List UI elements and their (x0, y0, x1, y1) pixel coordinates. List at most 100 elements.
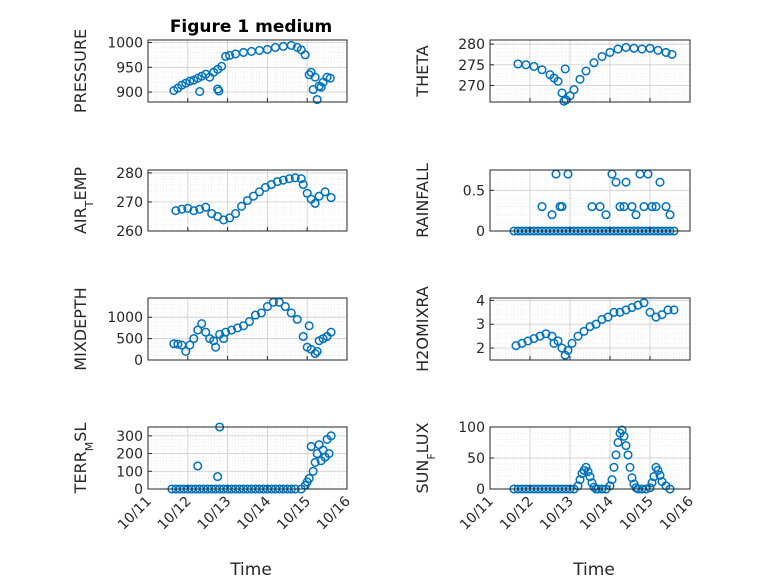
data-point (286, 308, 296, 318)
data-point (595, 202, 605, 212)
data-point (549, 338, 559, 348)
panel-pressure: 900 950 1000 PRESSURE (71, 29, 348, 113)
data-point (236, 201, 247, 211)
panel-theta: 270 275 280 THETA (413, 37, 691, 106)
data-point (254, 187, 264, 197)
x-tick-label: 10/14 (577, 493, 617, 533)
data-point (607, 475, 617, 485)
data-point (316, 82, 326, 92)
data-point (581, 66, 591, 76)
data-point (621, 177, 631, 187)
data-point (225, 213, 235, 223)
y-tick-label: 200 (116, 447, 143, 463)
data-point (585, 472, 595, 482)
data-point (320, 187, 330, 197)
y-tick-label: 280 (458, 37, 485, 53)
y-tick-label: 0 (476, 482, 485, 498)
data-point (300, 50, 310, 60)
y-axis-label: PRESSURE (71, 29, 90, 113)
data-point (647, 202, 657, 212)
data-point (560, 350, 570, 360)
y-axis-label: RAINFALL (413, 163, 432, 238)
x-tick-label: 10/14 (234, 493, 274, 533)
data-point (227, 325, 237, 335)
series-air_temp (171, 173, 336, 225)
data-point (286, 40, 296, 51)
series-theta (513, 42, 677, 106)
y-axis-label: H2OMIXRA (413, 286, 432, 372)
data-point (597, 51, 607, 62)
x-tick-label: 10/11 (457, 494, 497, 534)
data-point (201, 202, 211, 212)
data-point (177, 204, 187, 214)
data-point (310, 198, 320, 208)
x-axis-label-left: Time (229, 560, 272, 580)
series-mixdepth (169, 297, 336, 359)
data-point (185, 76, 195, 86)
data-point (631, 210, 641, 220)
data-point (573, 481, 583, 491)
x-tick-label: 10/15 (617, 494, 657, 534)
axes-box (147, 169, 348, 232)
data-point (653, 465, 663, 475)
data-point (573, 331, 583, 341)
data-point (617, 425, 627, 435)
data-point (645, 307, 655, 317)
axes-box (147, 39, 348, 103)
data-point (649, 472, 659, 482)
y-tick-label: 275 (458, 58, 485, 74)
data-point (663, 305, 673, 315)
data-point (221, 51, 231, 61)
data-point (231, 209, 241, 219)
data-point (272, 177, 282, 187)
data-point (280, 302, 290, 312)
data-point (587, 478, 597, 488)
data-point (326, 327, 336, 337)
y-tick-label: 300 (116, 429, 143, 445)
x-tick-label: 10/13 (537, 494, 577, 534)
data-point (278, 175, 288, 185)
data-point (613, 437, 623, 448)
x-tick-label: 10/12 (155, 494, 195, 534)
data-point (529, 61, 539, 72)
y-tick-label: 4 (476, 293, 485, 309)
y-tick-label: 0 (134, 353, 143, 369)
data-point (569, 85, 579, 95)
data-point (262, 302, 272, 312)
data-point (306, 441, 316, 452)
data-point (197, 319, 207, 329)
y-tick-label: 270 (458, 78, 485, 94)
data-point (589, 58, 599, 68)
y-tick-label: 1000 (107, 35, 143, 51)
axes-box (147, 426, 348, 490)
y-tick-label: 1000 (107, 310, 143, 326)
data-point (211, 342, 221, 352)
data-point (290, 173, 300, 183)
x-tick-label: 10/11 (115, 494, 155, 534)
data-point (233, 323, 243, 333)
data-point (653, 45, 663, 55)
data-point (248, 191, 259, 201)
data-point (579, 326, 589, 336)
data-point (298, 179, 308, 190)
data-point (553, 76, 563, 86)
data-point (219, 334, 229, 344)
data-point (304, 321, 314, 331)
data-point (655, 470, 665, 480)
data-point (581, 462, 591, 472)
x-tick-label: 10/15 (274, 494, 314, 534)
data-point (183, 203, 193, 213)
x-tick-label: 10/16 (657, 493, 697, 533)
data-point (669, 305, 679, 315)
x-tick-label: 10/16 (314, 493, 354, 533)
data-point (621, 441, 631, 451)
data-point (181, 346, 191, 356)
data-point (661, 47, 671, 57)
y-tick-label: 2 (476, 341, 485, 357)
grid (147, 427, 348, 490)
data-point (256, 308, 266, 318)
y-tick-label: 280 (116, 166, 143, 182)
axes-box (489, 169, 691, 232)
